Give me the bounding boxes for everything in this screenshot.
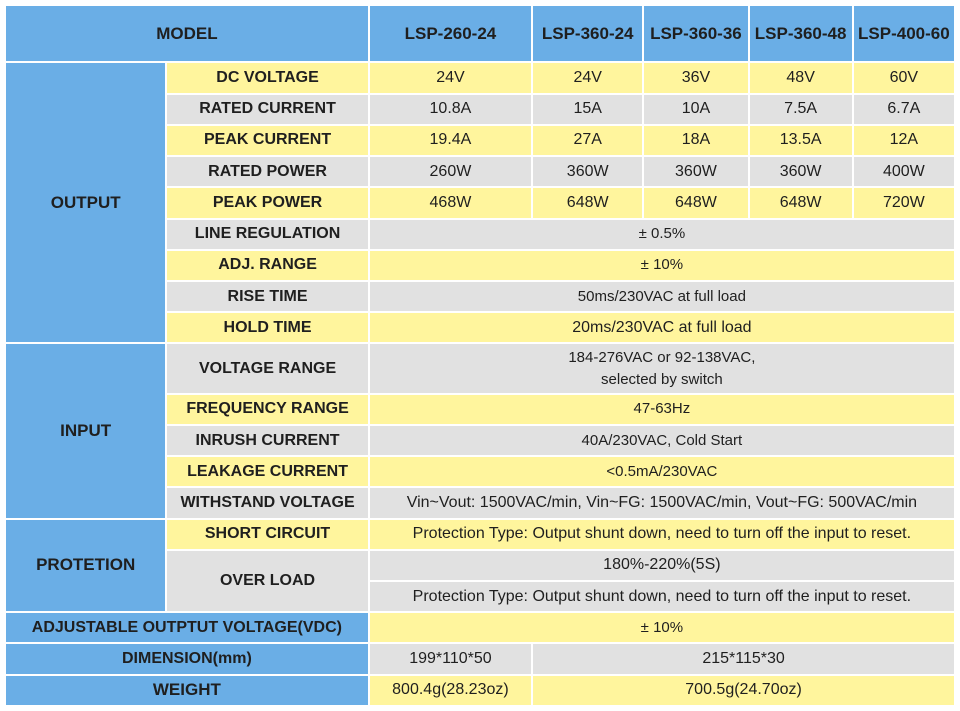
cell-value: 10.8A [369,94,532,124]
row-label: ADJ. RANGE [167,250,368,280]
table-row: FREQUENCY RANGE 47-63Hz [6,394,954,424]
cell-value: 36V [644,63,748,93]
cell-value: 199*110*50 [369,644,532,674]
cell-value: 18A [644,125,748,156]
cell-value: 60V [853,63,954,93]
cell-value: 360W [644,157,748,187]
cell-value: ± 0.5% [369,219,954,249]
row-label: RATED POWER [167,157,368,187]
row-label: DIMENSION(mm) [6,644,368,674]
cell-value: 215*115*30 [533,644,954,674]
section-input: INPUT [6,344,166,518]
cell-value: 6.7A [853,94,954,124]
cell-value: 648W [533,188,643,218]
cell-value: 47-63Hz [369,394,954,424]
cell-value: 720W [853,188,954,218]
row-label: ADJUSTABLE OUTPTUT VOLTAGE(VDC) [6,613,368,643]
row-label: PEAK CURRENT [167,125,368,156]
row-label: RATED CURRENT [167,94,368,124]
model-name: LSP-360-48 [749,6,852,62]
cell-value: 180%-220%(5S) [369,550,954,581]
cell-value: 648W [749,188,852,218]
table-row: HOLD TIME 20ms/230VAC at full load [6,313,954,343]
table-row: ADJ. RANGE ± 10% [6,250,954,280]
cell-value: 24V [533,63,643,93]
spec-table: MODEL LSP-260-24 LSP-360-24 LSP-360-36 L… [4,4,956,707]
cell-value: 15A [533,94,643,124]
cell-value: 700.5g(24.70oz) [533,675,954,705]
cell-value: 7.5A [749,94,852,124]
cell-value: 10A [644,94,748,124]
table-row: WITHSTAND VOLTAGE Vin~Vout: 1500VAC/min,… [6,488,954,518]
cell-value: 260W [369,157,532,187]
model-name: LSP-400-60 [853,6,954,62]
model-label: MODEL [6,6,368,62]
table-row: RATED CURRENT 10.8A 15A 10A 7.5A 6.7A [6,94,954,124]
table-row: PEAK CURRENT 19.4A 27A 18A 13.5A 12A [6,125,954,156]
model-name: LSP-360-24 [533,6,643,62]
row-label: OVER LOAD [167,550,368,612]
row-label: RISE TIME [167,281,368,312]
cell-value: Vin~Vout: 1500VAC/min, Vin~FG: 1500VAC/m… [369,488,954,518]
cell-value: 50ms/230VAC at full load [369,281,954,312]
table-row: OVER LOAD 180%-220%(5S) [6,550,954,612]
table-row: OUTPUT DC VOLTAGE 24V 24V 36V 48V 60V [6,63,954,343]
row-label: SHORT CIRCUIT [167,519,368,549]
cell-value: ± 10% [369,250,954,280]
row-label: VOLTAGE RANGE [167,344,368,393]
table-row: ADJUSTABLE OUTPTUT VOLTAGE(VDC) ± 10% [6,613,954,643]
cell-value: ± 10% [369,613,954,643]
cell-value: 40A/230VAC, Cold Start [369,425,954,456]
table-row: INRUSH CURRENT 40A/230VAC, Cold Start [6,425,954,456]
cell-value: 648W [644,188,748,218]
row-label: PEAK POWER [167,188,368,218]
cell-value: 27A [533,125,643,156]
cell-value: Protection Type: Output shunt down, need… [369,582,954,612]
table-row: LEAKAGE CURRENT <0.5mA/230VAC [6,457,954,487]
cell-value: 19.4A [369,125,532,156]
table-row: DIMENSION(mm) 199*110*50 215*115*30 [6,644,954,674]
section-output: OUTPUT [6,63,166,343]
row-label: LINE REGULATION [167,219,368,249]
header-row: MODEL LSP-260-24 LSP-360-24 LSP-360-36 L… [6,6,954,62]
cell-value: 360W [533,157,643,187]
cell-value: 400W [853,157,954,187]
cell-value: 468W [369,188,532,218]
table-row: PROTETION SHORT CIRCUIT Protection Type:… [6,519,954,612]
table-row: RATED POWER 260W 360W 360W 360W 400W [6,157,954,187]
row-label: INRUSH CURRENT [167,425,368,456]
cell-value: Protection Type: Output shunt down, need… [369,519,954,549]
row-label: FREQUENCY RANGE [167,394,368,424]
row-label: DC VOLTAGE [167,63,368,93]
cell-value: <0.5mA/230VAC [369,457,954,487]
table-row: PEAK POWER 468W 648W 648W 648W 720W [6,188,954,218]
row-label: WEIGHT [6,675,368,705]
table-row: RISE TIME 50ms/230VAC at full load [6,281,954,312]
table-row: WEIGHT 800.4g(28.23oz) 700.5g(24.70oz) [6,675,954,705]
cell-value: 48V [749,63,852,93]
voltage-range-line: 184-276VAC or 92-138VAC, [568,348,756,366]
row-label: WITHSTAND VOLTAGE [167,488,368,518]
model-name: LSP-360-36 [644,6,748,62]
cell-value: 360W [749,157,852,187]
table-row: Protection Type: Output shunt down, need… [6,582,954,612]
cell-value: 184-276VAC or 92-138VAC, selected by swi… [369,344,954,393]
section-protection: PROTETION [6,519,166,612]
voltage-range-line: selected by switch [601,370,723,388]
cell-value: 24V [369,63,532,93]
cell-value: 13.5A [749,125,852,156]
cell-value: 20ms/230VAC at full load [369,313,954,343]
row-label: LEAKAGE CURRENT [167,457,368,487]
model-name: LSP-260-24 [369,6,532,62]
row-label: HOLD TIME [167,313,368,343]
table-row: LINE REGULATION ± 0.5% [6,219,954,249]
table-row: INPUT VOLTAGE RANGE 184-276VAC or 92-138… [6,344,954,518]
cell-value: 12A [853,125,954,156]
cell-value: 800.4g(28.23oz) [369,675,532,705]
